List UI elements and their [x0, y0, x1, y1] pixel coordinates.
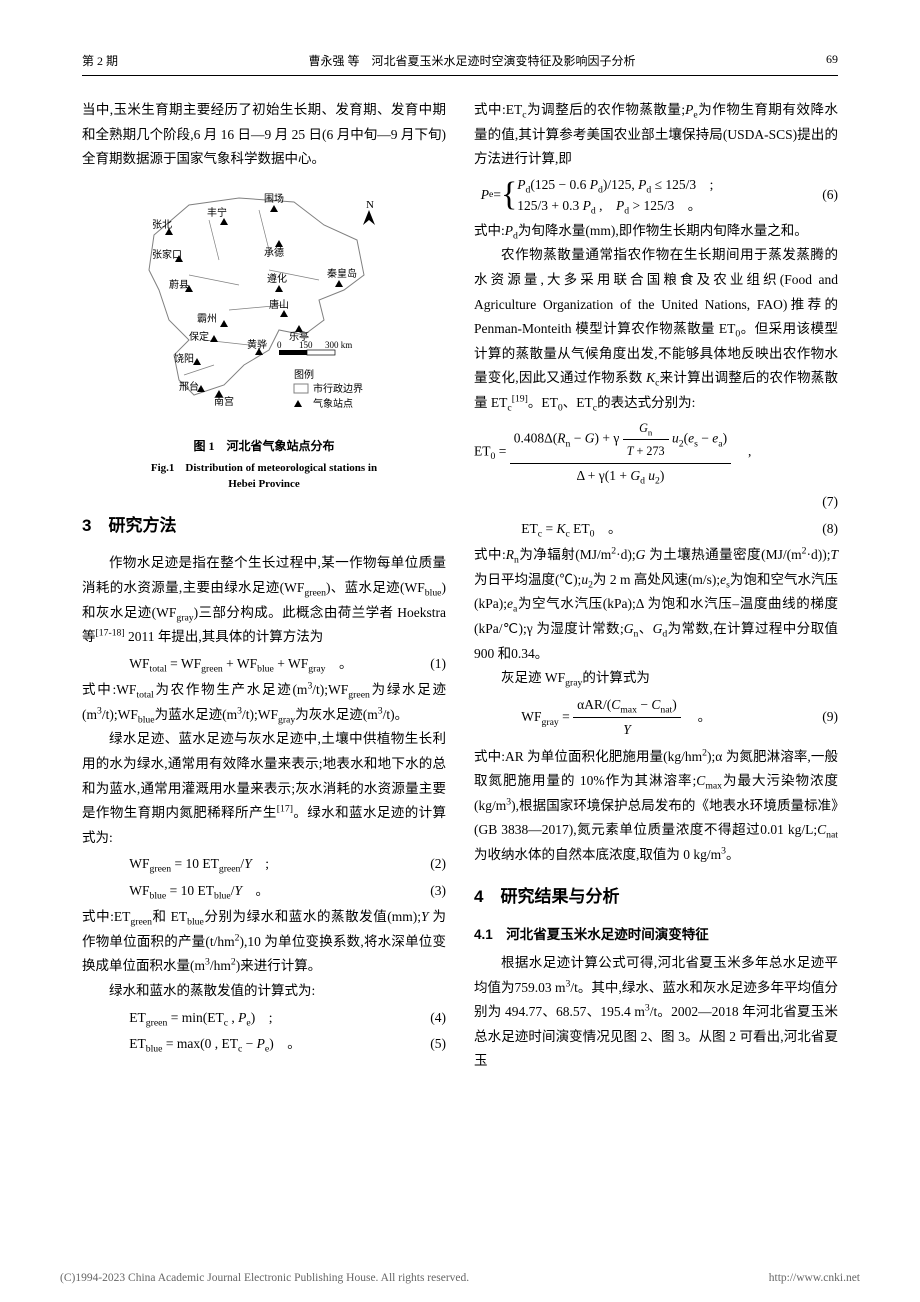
l-p6: 绿水和蓝水的蒸散发值的计算式为: [82, 979, 446, 1004]
svg-text:150: 150 [299, 340, 313, 350]
page-footer: (C)1994-2023 China Academic Journal Elec… [0, 1272, 920, 1284]
svg-text:围场: 围场 [264, 192, 284, 205]
l-p1: 当中,玉米生育期主要经历了初始生长期、发育期、发育中期和全熟期几个阶段,6 月 … [82, 98, 446, 172]
l-p5: 式中:ETgreen和 ETblue分别为绿水和蓝水的蒸散发值(mm);Y 为作… [82, 905, 446, 979]
svg-text:张北: 张北 [152, 219, 172, 231]
svg-text:饶阳: 饶阳 [174, 352, 194, 365]
svg-text:遵化: 遵化 [267, 272, 287, 285]
r-p5: 灰足迹 WFgray的计算式为 [474, 666, 838, 691]
svg-text:丰宁: 丰宁 [207, 206, 227, 219]
svg-text:霸州: 霸州 [197, 313, 217, 325]
svg-text:0: 0 [277, 340, 282, 350]
page-number: 69 [826, 52, 838, 69]
running-header: 第 2 期 曹永强 等 河北省夏玉米水足迹时空演变特征及影响因子分析 69 [82, 52, 838, 76]
figure-1-map: 张北 丰宁 围场 承德 张家口 蔚县 遵化 唐山 秦皇岛 乐亭 霸州 保定 黄骅… [119, 180, 409, 430]
svg-text:保定: 保定 [189, 330, 209, 343]
map-legend: 图例 市行政边界 气象站点 [294, 368, 363, 410]
fig1-caption-cn: 图 1 河北省气象站点分布 [82, 436, 446, 458]
r-p1: 式中:ETc为调整后的农作物蒸散量;Pe为作物生育期有效降水量的值,其计算参考美… [474, 98, 838, 172]
section-4-title: 4 研究结果与分析 [474, 882, 838, 913]
equation-2: WFgreen = 10 ETgreen/Y ; (2) [82, 852, 446, 877]
right-column: 式中:ETc为调整后的农作物蒸散量;Pe为作物生育期有效降水量的值,其计算参考美… [474, 98, 838, 1074]
l-p2: 作物水足迹是指在整个生长过程中,某一作物每单位质量消耗的水资源量,主要由绿水足迹… [82, 551, 446, 649]
content-columns: 当中,玉米生育期主要经历了初始生长期、发育期、发育中期和全熟期几个阶段,6 月 … [82, 98, 838, 1074]
north-arrow: N [363, 199, 375, 225]
equation-7-num: (7) [474, 490, 838, 515]
svg-text:承德: 承德 [264, 246, 284, 259]
equation-5: ETblue = max(0 , ETc − Pe) 。 (5) [82, 1032, 446, 1057]
svg-text:唐山: 唐山 [269, 298, 289, 311]
running-title: 曹永强 等 河北省夏玉米水足迹时空演变特征及影响因子分析 [309, 52, 636, 69]
page-root: 第 2 期 曹永强 等 河北省夏玉米水足迹时空演变特征及影响因子分析 69 当中… [0, 0, 920, 1104]
equation-3: WFblue = 10 ETblue/Y 。 (3) [82, 879, 446, 904]
svg-text:气象站点: 气象站点 [313, 397, 353, 410]
equation-6: Pe = { Pd(125 − 0.6 Pd)/125, Pd ≤ 125/3 … [474, 174, 838, 217]
svg-text:秦皇岛: 秦皇岛 [327, 267, 357, 280]
svg-text:300 km: 300 km [325, 340, 352, 350]
left-column: 当中,玉米生育期主要经历了初始生长期、发育期、发育中期和全熟期几个阶段,6 月 … [82, 98, 446, 1074]
issue-label: 第 2 期 [82, 52, 118, 69]
hebei-map-svg: 张北 丰宁 围场 承德 张家口 蔚县 遵化 唐山 秦皇岛 乐亭 霸州 保定 黄骅… [119, 180, 409, 430]
footer-copyright: (C)1994-2023 China Academic Journal Elec… [60, 1272, 469, 1284]
svg-text:蔚县: 蔚县 [169, 279, 189, 291]
r-p2: 式中:Pd为旬降水量(mm),即作物生长期内旬降水量之和。 [474, 219, 838, 244]
svg-text:市行政边界: 市行政边界 [313, 382, 363, 395]
equation-9: WFgray = αAR/(Cmax − Cnat) Y 。 (9) [474, 693, 838, 743]
r-p4: 式中:Rn为净辐射(MJ/m2·d);G 为土壤热通量密度(MJ/(m2·d))… [474, 543, 838, 666]
fig1-caption-en: Fig.1 Distribution of meteorological sta… [82, 460, 446, 493]
footer-url: http://www.cnki.net [769, 1272, 860, 1284]
subsection-4-1-title: 4.1 河北省夏玉米水足迹时间演变特征 [474, 923, 838, 948]
r-p3: 农作物蒸散量通常指农作物在生长期间用于蒸发蒸腾的水资源量,大多采用联合国粮食及农… [474, 243, 838, 415]
svg-text:南宫: 南宫 [214, 395, 234, 408]
svg-text:N: N [366, 199, 374, 211]
equation-8: ETc = Kc ET0 。 (8) [474, 517, 838, 542]
equation-4: ETgreen = min(ETc , Pe) ; (4) [82, 1006, 446, 1031]
l-p3: 式中:WFtotal为农作物生产水足迹(m3/t);WFgreen为绿水足迹(m… [82, 678, 446, 727]
l-p4: 绿水足迹、蓝水足迹与灰水足迹中,土壤中供植物生长利用的水为绿水,通常用有效降水量… [82, 727, 446, 850]
svg-text:图例: 图例 [294, 368, 314, 381]
svg-text:黄骅: 黄骅 [247, 338, 267, 351]
svg-text:邢台: 邢台 [179, 380, 199, 393]
equation-7: ET0 = 0.408Δ(Rn − G) + γ GnT + 273 u2(es… [474, 417, 838, 488]
section-3-title: 3 研究方法 [82, 511, 446, 542]
r-p7: 根据水足迹计算公式可得,河北省夏玉米多年总水足迹平均值为759.03 m3/t。… [474, 951, 838, 1074]
equation-1: WFtotal = WFgreen + WFblue + WFgray 。 (1… [82, 652, 446, 677]
svg-text:张家口: 张家口 [152, 248, 182, 261]
r-p6: 式中:AR 为单位面积化肥施用量(kg/hm2);α 为氮肥淋溶率,一般取氮肥施… [474, 745, 838, 868]
